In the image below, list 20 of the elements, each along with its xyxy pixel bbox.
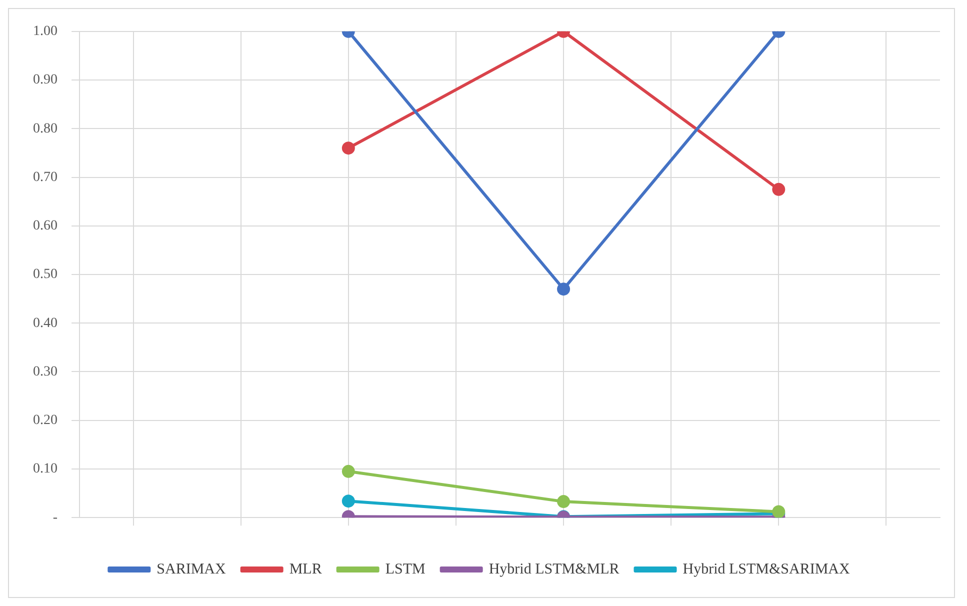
point <box>557 495 570 508</box>
legend-label: Hybrid LSTM&SARIMAX <box>682 561 850 578</box>
y-tick-label: 0.80 <box>33 121 58 136</box>
legend-label: SARIMAX <box>156 561 226 578</box>
y-tick-label: 0.20 <box>33 413 58 428</box>
point <box>342 464 355 478</box>
point <box>342 494 355 508</box>
point <box>557 282 570 296</box>
y-tick-label: 0.30 <box>33 364 58 380</box>
legend-label: MLR <box>289 561 322 578</box>
y-tick-label: 1.00 <box>33 24 58 40</box>
y-tick-label: 0.70 <box>33 170 58 185</box>
y-tick-label: 0.10 <box>33 462 58 477</box>
y-tick-label: - <box>52 510 58 526</box>
y-tick-label: 0.50 <box>33 267 58 282</box>
y-tick-label: 0.90 <box>33 72 58 88</box>
y-tick-label: 0.40 <box>33 316 58 331</box>
y-tick-label: 0.60 <box>33 218 58 234</box>
legend-label: LSTM <box>385 561 426 578</box>
legend-label: Hybrid LSTM&MLR <box>488 561 620 578</box>
